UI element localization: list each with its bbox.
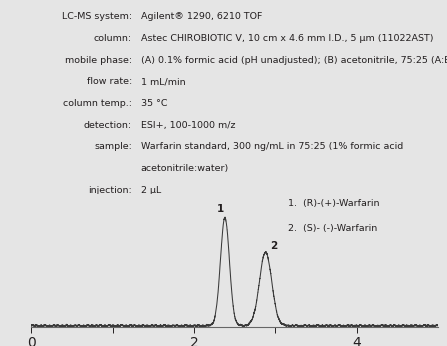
Text: injection:: injection: xyxy=(88,185,132,194)
Text: sample:: sample: xyxy=(94,142,132,151)
Text: (A) 0.1% formic acid (pH unadjusted); (B) acetonitrile, 75:25 (A:B): (A) 0.1% formic acid (pH unadjusted); (B… xyxy=(141,56,447,65)
Text: 35 °C: 35 °C xyxy=(141,99,167,108)
Text: column:: column: xyxy=(94,34,132,43)
Text: 1: 1 xyxy=(216,204,224,214)
Text: mobile phase:: mobile phase: xyxy=(65,56,132,65)
Text: column temp.:: column temp.: xyxy=(63,99,132,108)
Text: 2 μL: 2 μL xyxy=(141,185,161,194)
Text: 2.  (S)- (-)-Warfarin: 2. (S)- (-)-Warfarin xyxy=(287,224,377,233)
Text: 1 mL/min: 1 mL/min xyxy=(141,78,186,86)
Text: acetonitrile:water): acetonitrile:water) xyxy=(141,164,229,173)
Text: 1.  (R)-(+)-Warfarin: 1. (R)-(+)-Warfarin xyxy=(287,199,379,208)
Text: ESI+, 100-1000 m/z: ESI+, 100-1000 m/z xyxy=(141,121,235,130)
Text: flow rate:: flow rate: xyxy=(87,78,132,86)
Text: detection:: detection: xyxy=(84,121,132,130)
Text: LC-MS system:: LC-MS system: xyxy=(62,12,132,21)
Text: Agilent® 1290, 6210 TOF: Agilent® 1290, 6210 TOF xyxy=(141,12,262,21)
Text: Astec CHIROBIOTIC V, 10 cm x 4.6 mm I.D., 5 μm (11022AST): Astec CHIROBIOTIC V, 10 cm x 4.6 mm I.D.… xyxy=(141,34,433,43)
Text: 2: 2 xyxy=(270,241,277,251)
Text: Warfarin standard, 300 ng/mL in 75:25 (1% formic acid: Warfarin standard, 300 ng/mL in 75:25 (1… xyxy=(141,142,403,151)
